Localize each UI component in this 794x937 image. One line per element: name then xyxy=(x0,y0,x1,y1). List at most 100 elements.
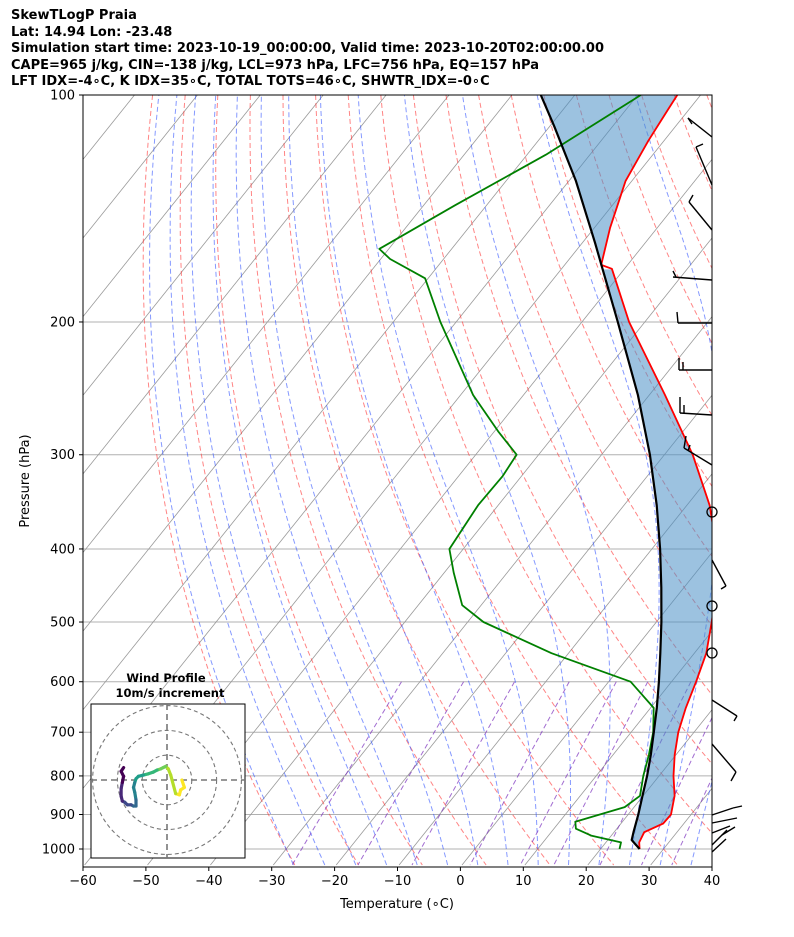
moist-adiabat xyxy=(462,95,611,866)
x-tick-label: −10 xyxy=(384,874,411,889)
x-tick-label: −50 xyxy=(132,874,159,889)
x-tick-label: −40 xyxy=(195,874,222,889)
wind-barb xyxy=(711,838,727,853)
mixing-ratio-line xyxy=(469,681,570,866)
isotherm-line xyxy=(83,95,324,396)
moist-adiabat xyxy=(635,95,712,866)
wind-barb xyxy=(676,311,679,324)
isotherm-line xyxy=(83,95,387,475)
dry-adiabat xyxy=(706,95,712,110)
dry-adiabat xyxy=(478,95,712,627)
dry-adiabat xyxy=(608,95,712,345)
wind-barb xyxy=(711,807,734,816)
calm-wind-circle xyxy=(706,600,718,612)
y-tick-label: 200 xyxy=(50,315,75,330)
moist-adiabat xyxy=(212,95,388,866)
dry-adiabat xyxy=(641,95,712,270)
x-tick-label: 40 xyxy=(704,874,721,889)
x-tick-label: 0 xyxy=(456,874,464,889)
calm-wind-circle xyxy=(706,506,718,518)
wind-barb xyxy=(672,276,713,281)
axes: −60 −50 −40 −30 −20 −10 0 10 20 30 40 1000 900 800 700… xyxy=(42,89,720,890)
x-axis-label: Temperature (∘C) xyxy=(339,897,454,912)
y-axis-label: Pressure (hPa) xyxy=(18,434,33,527)
wind-barb xyxy=(711,699,738,717)
grid-layer xyxy=(0,95,794,866)
time-line: Simulation start time: 2023-10-19_00:00:… xyxy=(11,41,604,56)
wind-barb xyxy=(679,412,713,416)
moist-adiabat xyxy=(722,95,794,865)
isotherm-line xyxy=(398,473,712,866)
moist-adiabat xyxy=(319,95,509,866)
mixing-ratio-line xyxy=(671,777,712,866)
hodograph-frame xyxy=(90,703,246,859)
isotherm-line xyxy=(0,95,72,865)
profiles xyxy=(378,95,712,850)
wind-barb xyxy=(711,817,738,824)
mixing-ratio-line xyxy=(357,681,465,866)
wind-barb xyxy=(687,117,693,125)
wind-barb xyxy=(730,771,737,782)
wind-barb xyxy=(695,143,704,148)
moist-adiabat xyxy=(190,95,357,866)
x-tick-label: −30 xyxy=(258,874,285,889)
temperature-line xyxy=(600,95,712,850)
wind-barbs xyxy=(672,117,743,853)
wind-barb xyxy=(711,743,737,773)
dry-adiabat xyxy=(445,95,712,696)
isotherm-line xyxy=(714,95,794,865)
mixing-ratio-line xyxy=(411,681,515,866)
x-tick-label: −20 xyxy=(321,874,348,889)
dry-adiabat xyxy=(347,95,678,866)
dry-adiabat xyxy=(412,95,712,765)
wind-barb xyxy=(688,201,713,231)
y-tick-label: 800 xyxy=(50,769,75,784)
moist-adiabat xyxy=(357,95,539,866)
dewpoint-line xyxy=(378,95,655,850)
wind-barb xyxy=(711,559,727,587)
y-tick-label: 500 xyxy=(50,616,75,631)
moist-adiabat xyxy=(690,779,712,866)
moist-adiabat xyxy=(169,95,326,866)
dry-adiabat xyxy=(215,95,423,866)
wind-barb xyxy=(687,117,713,138)
wind-barb xyxy=(683,435,687,449)
dry-adiabat xyxy=(315,95,615,866)
wind-barb xyxy=(733,715,738,722)
dry-adiabat xyxy=(739,95,794,865)
y-tick-label: 300 xyxy=(50,448,75,463)
calm-wind-circle xyxy=(706,647,718,659)
hodograph-segment xyxy=(169,773,178,796)
y-tick-label: 1000 xyxy=(42,843,75,858)
y-tick-label: 600 xyxy=(50,675,75,690)
isotherm-line xyxy=(147,158,712,866)
y-tick-label: 900 xyxy=(50,808,75,823)
indices-line-1: CAPE=965 j/kg, CIN=-138 j/kg, LCL=973 hP… xyxy=(11,57,539,73)
y-tick-label: 400 xyxy=(50,542,75,557)
moist-adiabat xyxy=(403,95,571,866)
isotherm-line xyxy=(524,630,712,866)
dry-adiabat xyxy=(179,95,359,866)
parcel-line xyxy=(539,95,663,850)
isotherm-line xyxy=(83,95,198,239)
chart-header: SkewTLogP Praia Lat: 14.94 Lon: -23.48 S… xyxy=(11,8,604,91)
isotherm-line xyxy=(83,95,513,632)
moist-adiabat xyxy=(260,95,449,866)
indices-line-2: LFT IDX=-4∘C, K IDX=35∘C, TOTAL TOTS=46∘… xyxy=(11,74,490,89)
dry-adiabat xyxy=(142,95,296,866)
moist-adiabat xyxy=(235,95,418,866)
dry-adiabat xyxy=(282,95,551,866)
wind-barb xyxy=(672,270,677,278)
isotherm-line xyxy=(210,237,712,866)
wind-barb xyxy=(695,146,713,186)
isotherm-line xyxy=(461,551,712,866)
hodograph-segment xyxy=(119,765,126,773)
dry-adiabat xyxy=(249,95,487,866)
wind-barb xyxy=(720,585,727,590)
isotherm-line xyxy=(335,394,712,866)
wind-barb xyxy=(711,825,731,834)
moist-adiabat xyxy=(536,95,660,866)
mixing-ratio-line xyxy=(641,716,712,866)
mixing-ratio-line xyxy=(553,681,649,866)
isotherm-line xyxy=(83,95,576,711)
